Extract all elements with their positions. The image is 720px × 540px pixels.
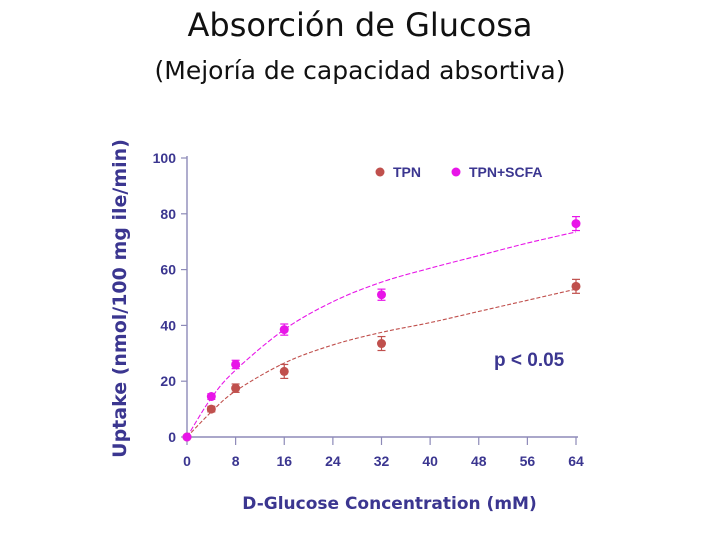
tpn-scfa-data-point [377,290,386,300]
legend-marker-tpn [375,167,385,177]
tpn-scfa-data-point [231,359,241,369]
p-value-annotation: p < 0.05 [494,350,565,371]
x-tick-label: 0 [183,453,191,469]
slide-title: Absorción de Glucosa [187,6,533,44]
y-tick-label: 0 [168,429,176,445]
tpn-scfa-data-point [571,219,581,229]
x-tick-label: 40 [422,453,438,469]
y-tick-label: 40 [160,317,176,333]
x-tick-label: 24 [325,453,341,469]
x-tick-label: 8 [232,453,240,469]
x-tick-label: 48 [471,453,487,469]
y-tick-label: 100 [153,150,177,166]
tpn-scfa-data-point [279,325,289,335]
tpn-data-point [231,383,241,393]
data-points [182,215,581,442]
legend-marker-tpn-scfa [451,167,461,177]
tpn-data-point [206,404,216,414]
x-tick-label: 64 [568,453,584,469]
y-axis-label: Uptake (nmol/100 mg ile/min) [109,139,131,458]
y-tick-label: 60 [160,262,176,278]
y-tick-label: 80 [160,206,176,222]
tpn-fit-curve [186,288,577,438]
legend-label-tpn: TPN [393,164,421,180]
tpn-data-point [377,339,386,349]
x-tick-label: 16 [276,453,292,469]
chart-axes [181,156,578,445]
x-tick-label: 32 [374,453,390,469]
legend-label-tpn-scfa: TPN+SCFA [469,164,543,180]
tpn-scfa-data-point [182,432,192,442]
x-tick-label: 56 [520,453,536,469]
y-tick-label: 20 [160,373,176,389]
tpn-scfa-data-point [206,392,216,402]
chart-labels: 0 8 16 24 32 40 48 56 64 0 20 40 60 80 100 D-Glucose Co… [109,139,584,514]
tpn-data-point [279,366,289,376]
slide-subtitle: (Mejoría de capacidad absortiva) [154,56,566,85]
fit-curves [186,231,577,438]
tpn-data-point [571,281,581,291]
x-axis-label: D-Glucose Concentration (mM) [242,494,536,514]
tpn-scfa-fit-curve [186,231,577,438]
